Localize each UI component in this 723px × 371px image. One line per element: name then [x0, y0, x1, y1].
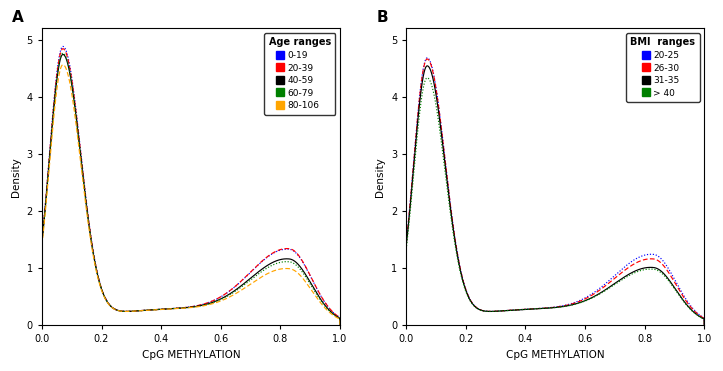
- Y-axis label: Density: Density: [375, 157, 385, 197]
- Legend: 0-19, 20-39, 40-59, 60-79, 80-106: 0-19, 20-39, 40-59, 60-79, 80-106: [264, 33, 335, 115]
- X-axis label: CpG METHYLATION: CpG METHYLATION: [506, 350, 604, 360]
- Text: B: B: [377, 10, 388, 26]
- Y-axis label: Density: Density: [11, 157, 21, 197]
- Text: A: A: [12, 10, 24, 26]
- X-axis label: CpG METHYLATION: CpG METHYLATION: [142, 350, 240, 360]
- Legend: 20-25, 26-30, 31-35, > 40: 20-25, 26-30, 31-35, > 40: [625, 33, 700, 102]
